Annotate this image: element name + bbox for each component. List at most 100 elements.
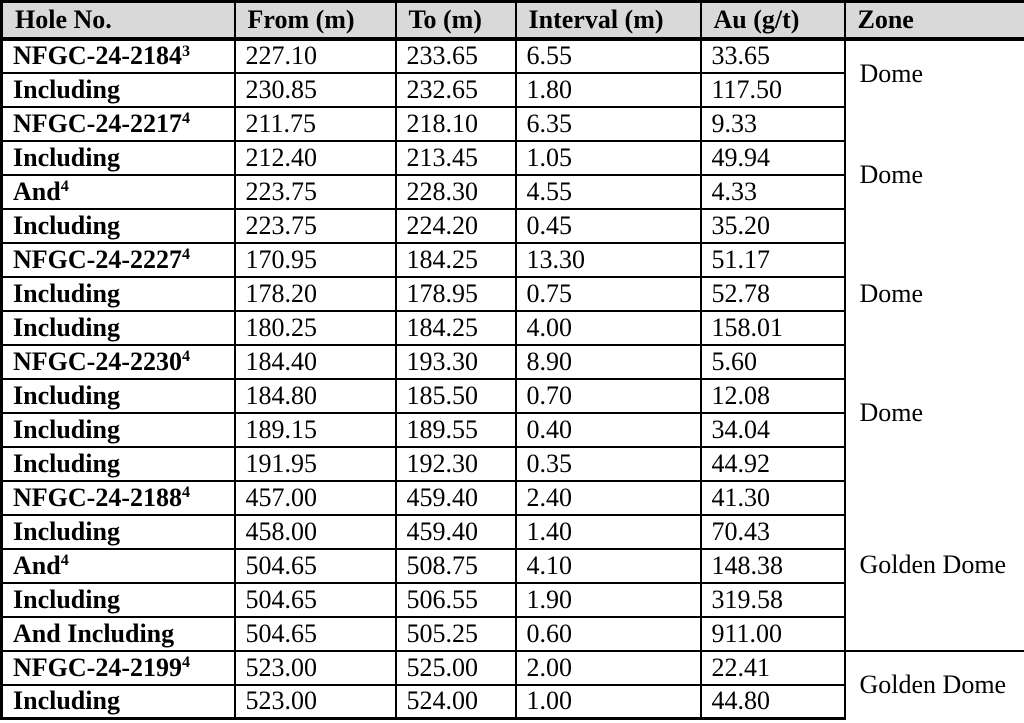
zone-cell: Dome xyxy=(843,38,1024,107)
hole-cell: NFGC-24-22174 xyxy=(0,105,236,142)
to-cell: 218.10 xyxy=(394,105,517,142)
from-cell: 191.95 xyxy=(233,445,397,482)
interval-cell: 0.35 xyxy=(514,445,702,482)
hole-label: NFGC-24-2199 xyxy=(13,652,182,682)
au-cell: 22.41 xyxy=(699,649,846,686)
from-cell: 184.40 xyxy=(233,343,397,380)
hole-label: Including xyxy=(13,142,120,172)
from-cell: 504.65 xyxy=(233,581,397,618)
from-cell: 184.80 xyxy=(233,377,397,414)
hole-sup-footnote: 4 xyxy=(181,348,191,366)
column-header-from: From (m) xyxy=(234,1,397,41)
interval-cell: 1.00 xyxy=(514,683,702,720)
from-cell: 211.75 xyxy=(233,105,397,142)
table-row: NFGC-24-22274 170.95 184.25 13.30 51.17 … xyxy=(0,241,1024,345)
interval-cell: 2.00 xyxy=(514,649,702,686)
table-row: NFGC-24-21884 457.00 459.40 2.40 41.30 G… xyxy=(0,479,1024,652)
table-row: Including 504.65 506.55 1.90 319.58 xyxy=(0,581,1024,618)
hole-sup-footnote: 4 xyxy=(60,178,69,196)
from-cell: 523.00 xyxy=(233,683,397,720)
hole-label: Including xyxy=(13,686,120,716)
hole-cell: NFGC-24-21994 xyxy=(0,649,236,686)
zone-cell: Dome xyxy=(843,106,1024,243)
from-cell: 230.85 xyxy=(233,71,397,108)
to-cell: 184.25 xyxy=(394,241,517,278)
interval-cell: 0.60 xyxy=(514,615,702,652)
hole-sup-footnote: 4 xyxy=(181,484,191,502)
hole-label: NFGC-24-2230 xyxy=(13,346,182,376)
zone-cell: Dome xyxy=(843,242,1024,345)
au-cell: 52.78 xyxy=(699,275,846,312)
au-cell: 44.92 xyxy=(699,445,846,482)
from-cell: 223.75 xyxy=(233,173,397,210)
to-cell: 505.25 xyxy=(394,615,517,652)
to-cell: 213.45 xyxy=(394,139,517,176)
au-cell: 117.50 xyxy=(699,71,846,108)
interval-cell: 2.40 xyxy=(514,479,702,516)
interval-cell: 4.55 xyxy=(514,173,702,210)
to-cell: 233.65 xyxy=(394,37,517,74)
au-cell: 33.65 xyxy=(699,37,846,74)
zone-cell: Golden Dome xyxy=(843,480,1024,652)
au-cell: 41.30 xyxy=(699,479,846,516)
from-cell: 170.95 xyxy=(233,241,397,278)
hole-label: Including xyxy=(13,516,120,546)
table-row: Including 184.80 185.50 0.70 12.08 xyxy=(0,377,1024,414)
to-cell: 459.40 xyxy=(394,513,517,550)
table-row: Including 523.00 524.00 1.00 44.80 xyxy=(0,683,1024,720)
table-row: Including 180.25 184.25 4.00 158.01 xyxy=(0,309,1024,346)
interval-cell: 4.10 xyxy=(514,547,702,584)
hole-cell: Including xyxy=(0,445,236,482)
from-cell: 457.00 xyxy=(233,479,397,516)
from-cell: 504.65 xyxy=(233,615,397,652)
hole-label: And Including xyxy=(13,618,175,648)
au-cell: 12.08 xyxy=(699,377,846,414)
interval-cell: 0.70 xyxy=(514,377,702,414)
hole-cell: And4 xyxy=(0,173,236,210)
to-cell: 459.40 xyxy=(394,479,517,516)
interval-cell: 1.40 xyxy=(514,513,702,550)
hole-cell: NFGC-24-21843 xyxy=(0,37,236,74)
hole-cell: Including xyxy=(0,275,236,312)
interval-cell: 6.35 xyxy=(514,105,702,142)
hole-sup-footnote: 3 xyxy=(181,42,191,60)
table-row: Including 191.95 192.30 0.35 44.92 xyxy=(0,445,1024,482)
hole-label: Including xyxy=(13,584,120,614)
hole-cell: Including xyxy=(0,513,236,550)
au-cell: 319.58 xyxy=(699,581,846,618)
hole-cell: Including xyxy=(0,139,236,176)
hole-label: Including xyxy=(13,278,120,308)
interval-cell: 6.55 xyxy=(514,37,702,74)
table-row: And Including 504.65 505.25 0.60 911.00 xyxy=(0,615,1024,652)
hole-label: And xyxy=(13,550,61,580)
to-cell: 506.55 xyxy=(394,581,517,618)
au-cell: 35.20 xyxy=(699,207,846,244)
hole-sup-footnote: 4 xyxy=(181,110,191,128)
hole-cell: Including xyxy=(0,309,236,346)
table-row: And4 504.65 508.75 4.10 148.38 xyxy=(0,547,1024,584)
hole-label: Including xyxy=(13,312,120,342)
zone-cell: Dome xyxy=(843,344,1024,481)
interval-cell: 13.30 xyxy=(514,241,702,278)
hole-label: And xyxy=(13,176,61,206)
table-row: NFGC-24-21843 227.10 233.65 6.55 33.65 D… xyxy=(0,37,1024,107)
column-header-au: Au (g/t) xyxy=(700,1,846,41)
hole-cell: Including xyxy=(0,377,236,414)
hole-sup-footnote: 4 xyxy=(60,552,69,570)
to-cell: 189.55 xyxy=(394,411,517,448)
table-row: Including 212.40 213.45 1.05 49.94 xyxy=(0,139,1024,176)
hole-cell: And4 xyxy=(0,547,236,584)
hole-cell: NFGC-24-21884 xyxy=(0,479,236,516)
to-cell: 228.30 xyxy=(394,173,517,210)
au-cell: 911.00 xyxy=(699,615,846,652)
to-cell: 192.30 xyxy=(394,445,517,482)
to-cell: 508.75 xyxy=(394,547,517,584)
table-body: NFGC-24-21843 227.10 233.65 6.55 33.65 D… xyxy=(0,37,1024,720)
interval-cell: 8.90 xyxy=(514,343,702,380)
table-row: Including 458.00 459.40 1.40 70.43 xyxy=(0,513,1024,550)
hole-label: Including xyxy=(13,448,120,478)
hole-label: NFGC-24-2184 xyxy=(13,41,182,70)
hole-label: NFGC-24-2217 xyxy=(13,108,182,138)
hole-label: Including xyxy=(13,414,120,444)
